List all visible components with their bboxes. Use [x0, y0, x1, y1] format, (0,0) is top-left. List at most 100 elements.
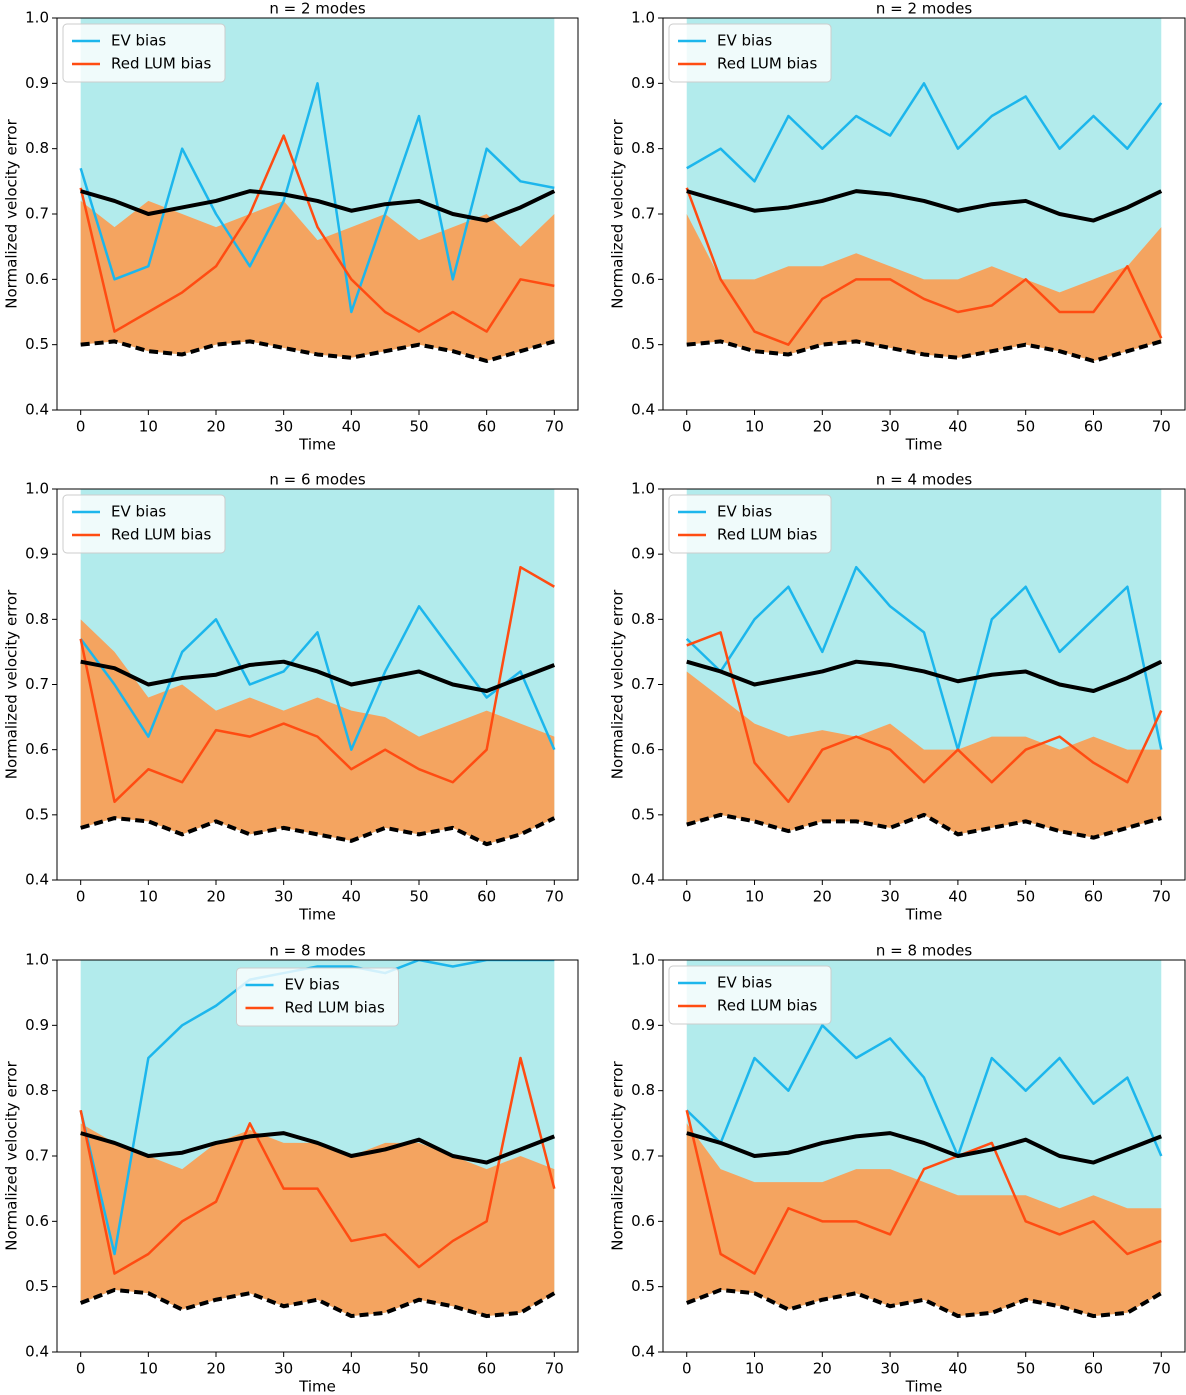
series-line	[80, 816, 556, 847]
series-line	[80, 339, 555, 363]
y-tick-label: 0.4	[25, 1343, 49, 1361]
x-tick-label: 0	[682, 1360, 692, 1378]
x-tick-label: 60	[1084, 1360, 1103, 1378]
subplot: 0.4 0.5 0.6 0.7 0.8 0.9 1.0 0 10 20 30 40 50 60 70 n = …	[3, 0, 579, 454]
x-tick-label: 20	[813, 418, 832, 436]
y-tick-label: 1.0	[25, 480, 49, 498]
legend: EV bias Red LUM bias	[62, 494, 226, 554]
y-tick-label: 0.6	[631, 740, 655, 758]
y-tick-label: 1.0	[25, 9, 49, 27]
legend-label: EV bias	[111, 32, 166, 50]
y-axis-label: Normalized velocity error	[609, 118, 627, 308]
chart-title: n = 2 modes	[269, 0, 365, 18]
y-tick-label: 0.5	[631, 335, 655, 353]
x-tick-label: 50	[409, 418, 428, 436]
x-tick-label: 10	[139, 1360, 158, 1378]
x-tick-label: 10	[745, 1360, 764, 1378]
x-tick-label: 60	[1084, 888, 1103, 906]
x-tick-label: 50	[409, 888, 428, 906]
y-tick-label: 0.6	[631, 270, 655, 288]
x-tick-label: 50	[1016, 418, 1035, 436]
x-tick-label: 40	[342, 1360, 361, 1378]
series-line	[80, 1131, 556, 1165]
x-tick-label: 20	[813, 1360, 832, 1378]
x-axis-label: Time	[298, 906, 336, 924]
x-tick-label: 60	[477, 1360, 496, 1378]
plot-area	[79, 960, 556, 1319]
y-tick-label: 0.7	[25, 675, 49, 693]
series-line	[685, 565, 1163, 751]
x-tick-label: 0	[682, 418, 692, 436]
x-tick-label: 60	[477, 888, 496, 906]
series-line	[80, 189, 556, 223]
y-tick-label: 0.4	[25, 871, 49, 889]
legend-box	[668, 494, 832, 554]
x-tick-label: 0	[76, 888, 86, 906]
legend-label: EV bias	[717, 974, 772, 992]
y-tick-label: 0.8	[25, 1081, 49, 1099]
plot-area	[79, 489, 556, 847]
legend-label: Red LUM bias	[285, 999, 385, 1017]
legend: EV bias Red LUM bias	[668, 965, 832, 1025]
x-tick-label: 70	[1152, 1360, 1171, 1378]
legend-label: EV bias	[285, 976, 340, 994]
legend-label: EV bias	[111, 503, 166, 521]
x-tick-label: 70	[545, 1360, 564, 1378]
legend-label: Red LUM bias	[717, 55, 817, 73]
x-tick-label: 50	[1016, 888, 1035, 906]
y-tick-label: 0.8	[631, 1081, 655, 1099]
y-tick-label: 0.6	[631, 1212, 655, 1230]
y-tick-label: 0.7	[631, 205, 655, 223]
x-tick-label: 30	[274, 1360, 293, 1378]
x-tick-label: 10	[139, 888, 158, 906]
x-tick-label: 10	[745, 418, 764, 436]
y-tick-label: 0.7	[25, 1147, 49, 1165]
x-tick-label: 0	[76, 418, 86, 436]
fill-band	[686, 671, 1162, 838]
legend-label: Red LUM bias	[111, 55, 211, 73]
legend-label: Red LUM bias	[717, 997, 817, 1015]
legend-box	[668, 23, 832, 83]
x-axis-label: Time	[905, 1378, 943, 1395]
x-tick-label: 40	[948, 888, 967, 906]
x-tick-label: 20	[206, 418, 225, 436]
x-tick-label: 40	[342, 888, 361, 906]
y-tick-label: 0.9	[631, 1016, 655, 1034]
series-line	[685, 187, 1163, 346]
fill-band	[80, 1123, 555, 1317]
legend-box	[62, 23, 226, 83]
y-tick-label: 0.5	[631, 1277, 655, 1295]
series-line	[80, 659, 556, 694]
y-tick-label: 1.0	[631, 9, 655, 27]
legend-label: EV bias	[717, 32, 772, 50]
chart-title: n = 2 modes	[876, 0, 972, 18]
x-tick-label: 20	[206, 888, 225, 906]
y-tick-label: 0.9	[631, 545, 655, 563]
y-axis-label: Normalized velocity error	[609, 1060, 627, 1250]
y-tick-label: 1.0	[25, 951, 49, 969]
x-axis-label: Time	[905, 436, 943, 454]
x-axis-label: Time	[298, 436, 336, 454]
plot-area	[79, 18, 556, 363]
y-tick-label: 0.9	[631, 74, 655, 92]
x-tick-label: 30	[881, 1360, 900, 1378]
plot-area	[685, 18, 1163, 363]
series-line	[685, 1109, 1162, 1275]
series-line	[686, 1131, 1162, 1165]
x-tick-label: 40	[948, 418, 967, 436]
series-line	[686, 1287, 1163, 1319]
series-line	[685, 1024, 1163, 1158]
y-tick-label: 0.8	[25, 139, 49, 157]
series-line	[79, 82, 555, 314]
x-tick-label: 60	[1084, 418, 1103, 436]
series-line	[79, 1056, 556, 1275]
legend: EV bias Red LUM bias	[236, 967, 399, 1027]
series-line	[79, 1287, 556, 1319]
y-tick-label: 0.6	[25, 740, 49, 758]
x-axis-label: Time	[298, 1378, 336, 1395]
x-tick-label: 20	[206, 1360, 225, 1378]
series-line	[686, 631, 1163, 804]
y-tick-label: 0.5	[25, 335, 49, 353]
legend-label: EV bias	[717, 503, 772, 521]
